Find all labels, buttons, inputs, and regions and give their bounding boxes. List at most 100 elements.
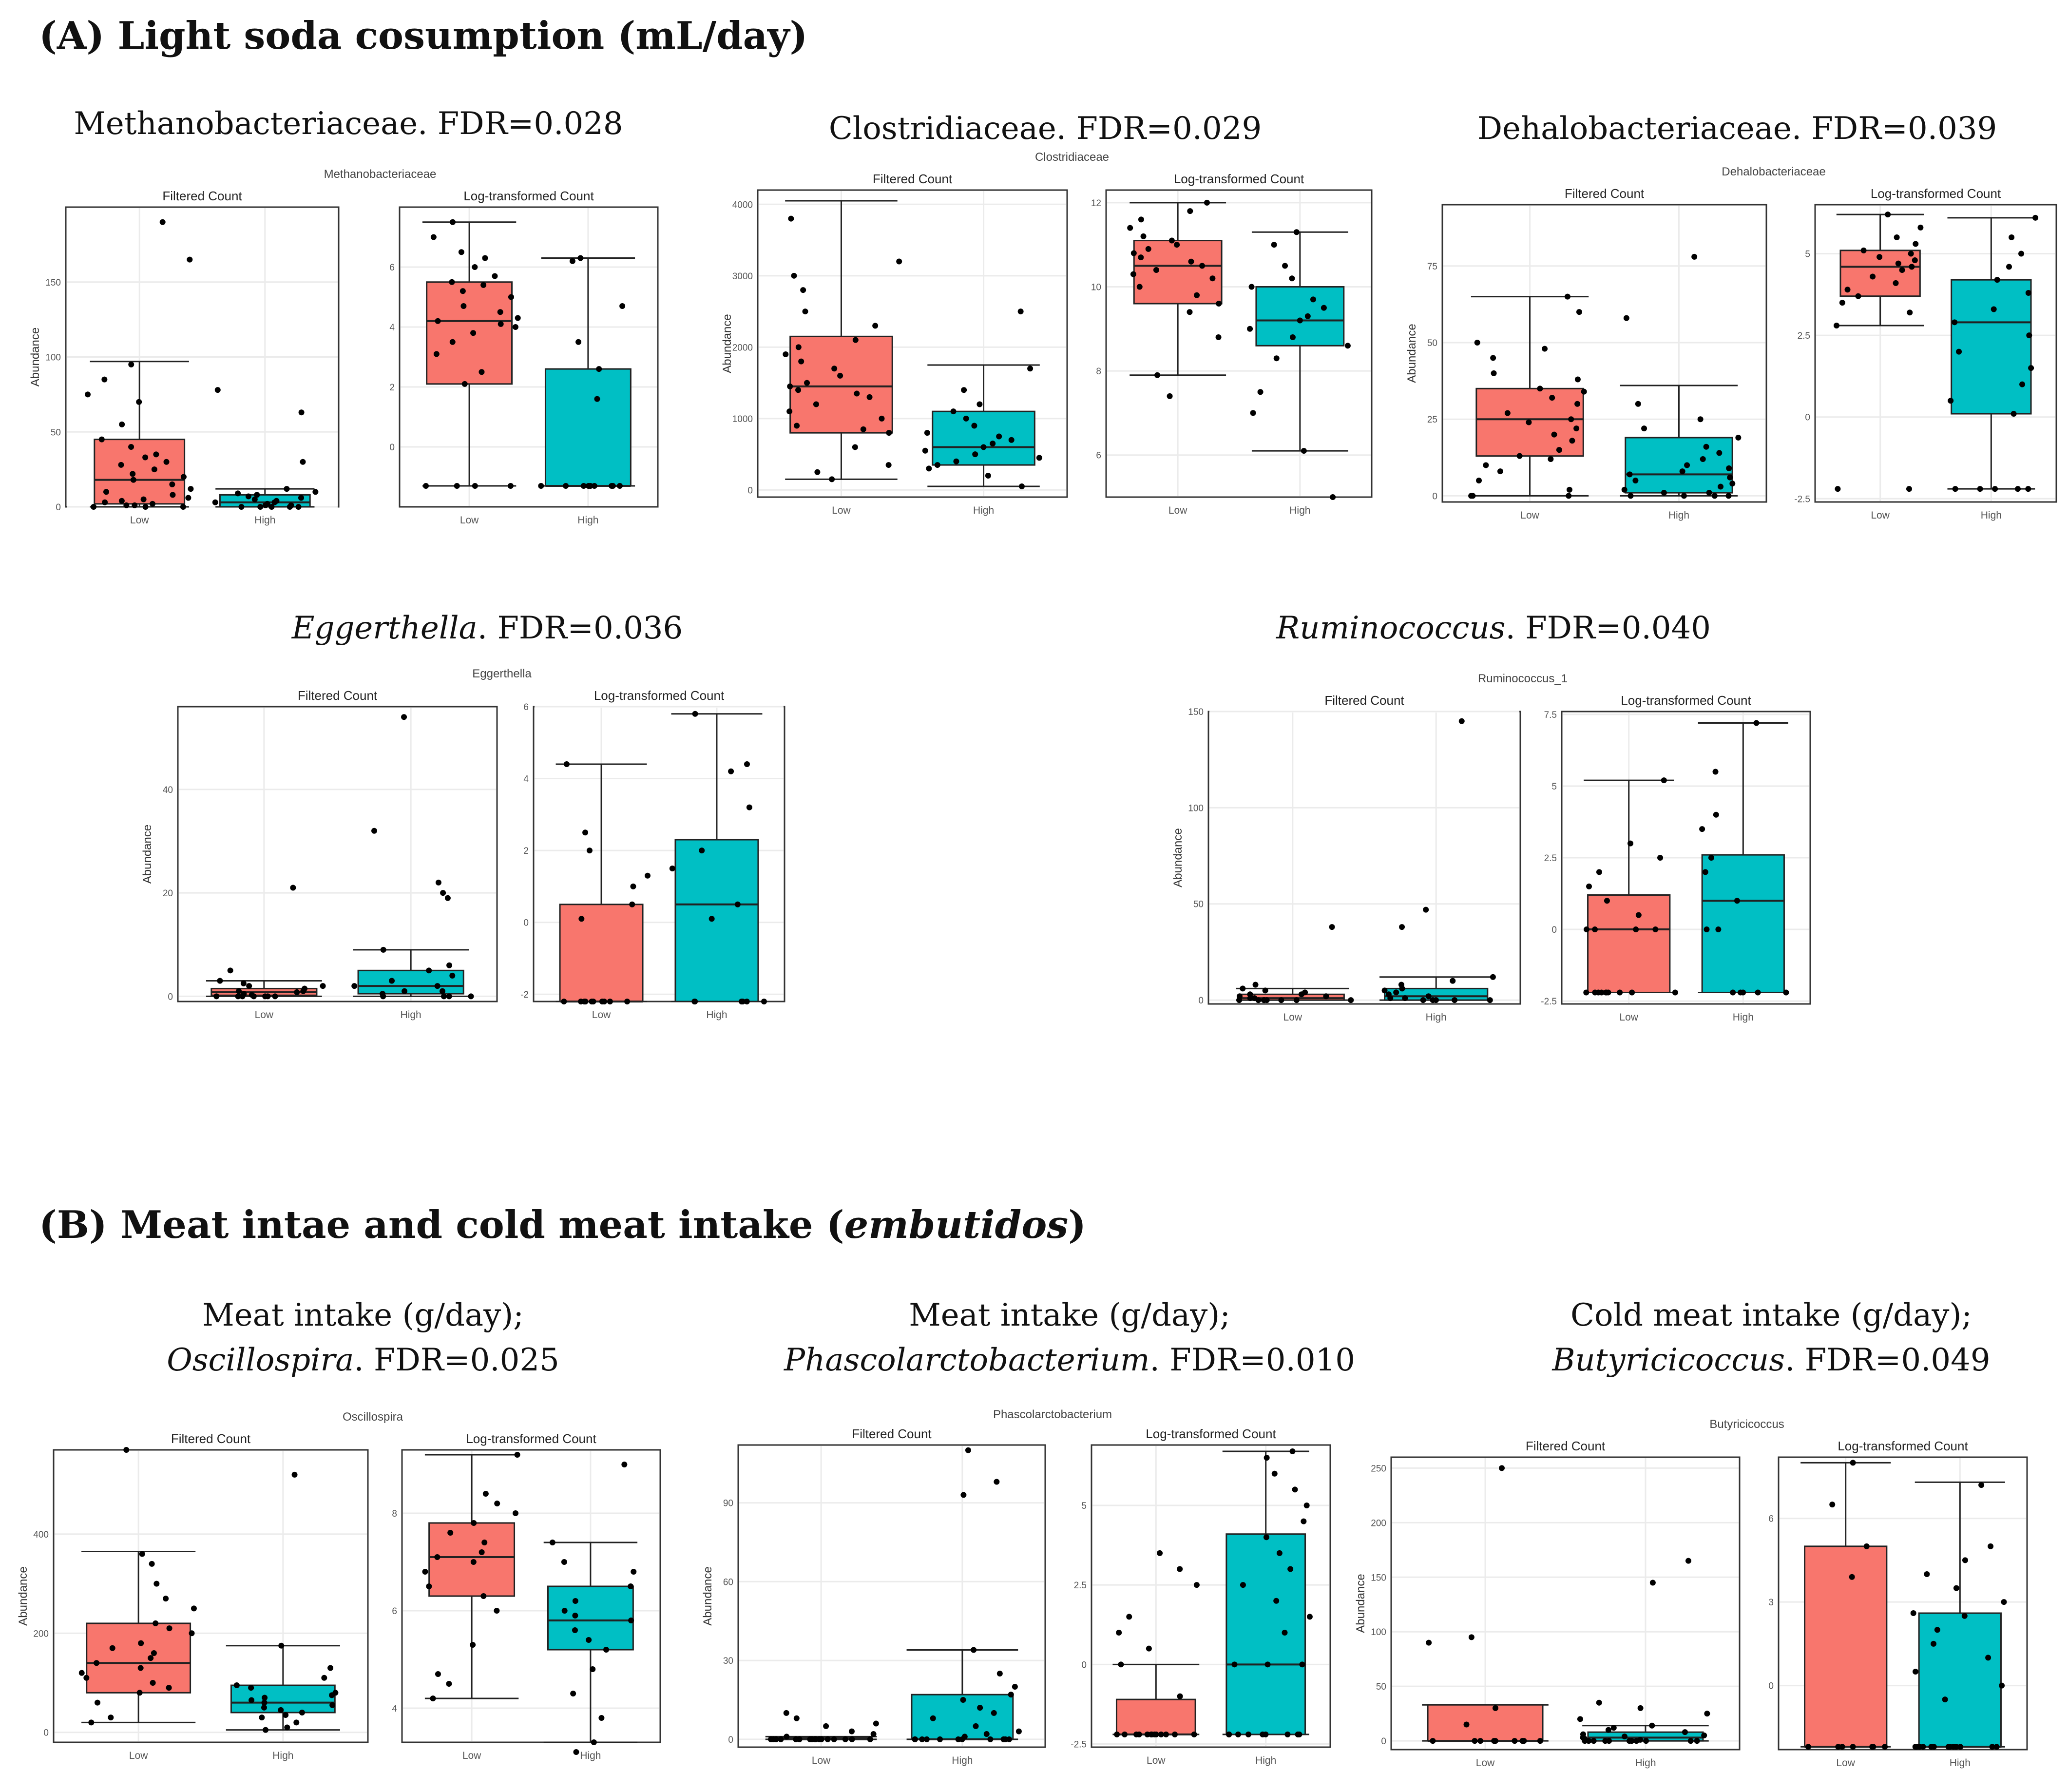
data-point xyxy=(896,258,902,265)
data-point xyxy=(1235,1731,1241,1737)
data-point xyxy=(1172,1731,1178,1737)
box-low xyxy=(1115,1698,1196,1735)
data-point xyxy=(389,978,395,984)
data-point xyxy=(1835,1744,1841,1750)
data-point xyxy=(142,454,149,461)
data-point xyxy=(2026,332,2032,339)
section-b-title-part: ) xyxy=(1068,1203,1086,1247)
data-point xyxy=(630,883,636,889)
data-point xyxy=(1483,462,1489,468)
data-point xyxy=(1912,1744,1918,1750)
panel-title: Log-transformed Count xyxy=(1838,1439,1968,1453)
chart-methanobacteriaceae: Methanobacteriaceae. FDR=0.028 Methanobac… xyxy=(29,106,659,526)
data-point xyxy=(791,272,797,279)
data-point xyxy=(972,451,978,458)
data-point xyxy=(422,1569,428,1575)
data-point xyxy=(854,390,860,397)
data-point xyxy=(1430,1738,1436,1744)
data-point xyxy=(872,323,879,329)
y-tick-label: 2.5 xyxy=(1544,853,1557,864)
data-point xyxy=(191,1605,197,1612)
data-point xyxy=(434,983,440,989)
data-point xyxy=(299,1709,305,1715)
data-point xyxy=(596,366,602,372)
data-point xyxy=(153,1580,160,1587)
taxon-label: Ruminococcus_1 xyxy=(1478,672,1568,685)
data-point xyxy=(886,430,892,436)
box-high xyxy=(1951,279,2032,415)
data-point xyxy=(188,486,194,492)
section-b-title-part: embutidos xyxy=(844,1203,1069,1247)
data-point xyxy=(1263,1731,1269,1737)
data-point xyxy=(1237,993,1243,1000)
data-point xyxy=(1942,1696,1948,1703)
data-point xyxy=(1735,434,1742,441)
data-point xyxy=(1661,777,1667,784)
data-point xyxy=(1584,926,1590,933)
x-tick-label: Low xyxy=(460,515,479,526)
data-point xyxy=(1657,855,1664,861)
data-point xyxy=(435,1671,441,1677)
data-point xyxy=(1909,264,1915,270)
panel-frame xyxy=(177,706,498,1002)
panel-title: Filtered Count xyxy=(852,1426,932,1441)
data-point xyxy=(793,1715,800,1721)
data-point xyxy=(809,1736,815,1742)
y-tick-label: 8 xyxy=(392,1509,397,1519)
data-point xyxy=(1187,309,1193,315)
data-point xyxy=(1262,987,1268,994)
x-tick-label: High xyxy=(1668,510,1689,521)
data-point xyxy=(1628,493,1634,499)
data-point xyxy=(461,381,468,387)
data-point xyxy=(1018,483,1025,490)
panel-title: Log-transformed Count xyxy=(594,688,725,703)
y-tick-label: 0 xyxy=(1551,925,1557,935)
data-point xyxy=(1580,1731,1586,1737)
data-point xyxy=(1699,826,1705,832)
x-tick-label: High xyxy=(1733,1012,1754,1023)
data-point xyxy=(1006,1736,1012,1742)
data-point xyxy=(1549,395,1555,401)
y-tick-label: 100 xyxy=(45,353,61,363)
panel-title: Filtered Count xyxy=(1565,186,1645,201)
data-point xyxy=(977,401,983,407)
data-point xyxy=(123,1447,130,1453)
y-tick-label: 8 xyxy=(1096,366,1101,377)
data-point xyxy=(1177,1566,1183,1572)
data-point xyxy=(482,1491,489,1497)
data-point xyxy=(83,1675,90,1681)
data-point xyxy=(1713,811,1719,818)
data-point xyxy=(1168,237,1175,244)
data-point xyxy=(1240,1582,1246,1588)
data-point xyxy=(953,458,959,464)
data-point xyxy=(1703,443,1709,450)
data-point xyxy=(1687,1738,1694,1744)
data-point xyxy=(738,999,745,1004)
data-point xyxy=(439,988,445,994)
data-point xyxy=(1492,1705,1498,1711)
data-point xyxy=(1952,319,1958,326)
data-point xyxy=(996,433,1002,440)
data-point xyxy=(1855,293,1861,299)
data-point xyxy=(610,482,616,489)
data-point xyxy=(1542,346,1548,352)
data-point xyxy=(380,946,386,953)
chart-clostridiaceae: Clostridiaceae. FDR=0.029 Clostridiaceae F… xyxy=(721,111,1373,516)
data-point xyxy=(831,366,838,372)
data-point xyxy=(1393,989,1399,996)
heading-part: . FDR=0.010 xyxy=(1150,1342,1355,1378)
data-point xyxy=(1681,493,1687,499)
data-point xyxy=(746,804,752,810)
data-point xyxy=(514,1452,520,1458)
data-point xyxy=(433,351,440,357)
data-point xyxy=(1426,1639,1432,1646)
y-axis-title: Abundance xyxy=(701,1566,714,1625)
chart-ruminococcus_1: Ruminococcus. FDR=0.040 Ruminococcus_1 Fil… xyxy=(1171,610,1811,1023)
data-point xyxy=(263,1727,269,1733)
data-point xyxy=(1628,840,1634,847)
y-tick-label: -2 xyxy=(520,990,529,1000)
panel-frame xyxy=(1207,711,1521,1005)
data-point xyxy=(166,1685,172,1691)
data-point xyxy=(1877,254,1883,260)
data-point xyxy=(180,504,186,510)
